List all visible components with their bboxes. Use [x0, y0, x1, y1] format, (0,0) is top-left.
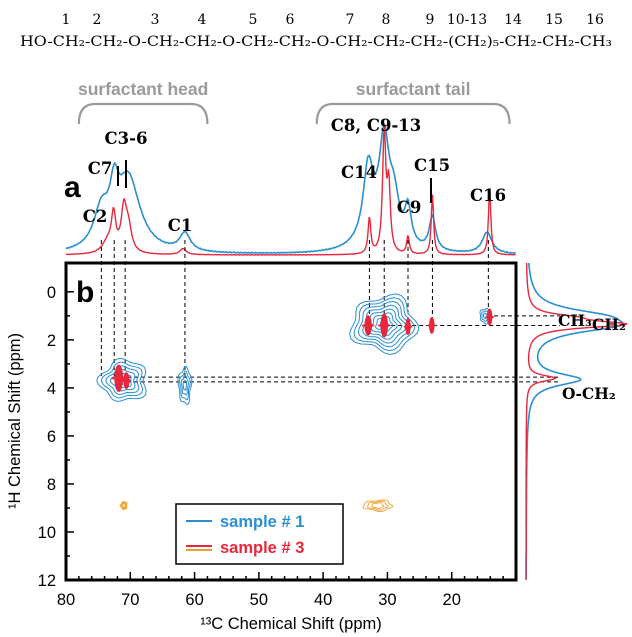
contour-sample3-wing	[403, 325, 413, 329]
region-label: surfactant tail	[356, 79, 471, 99]
formula-number: 16	[586, 12, 604, 28]
formula-number: 1	[62, 12, 71, 28]
formula-number: 7	[346, 12, 355, 28]
formula-text: HO-CH₂-CH₂-O-CH₂-CH₂-O-CH₂-CH₂-O-CH₂-CH₂…	[20, 34, 612, 50]
legend-label-sample1: sample # 1	[220, 513, 304, 531]
contour-orange	[362, 499, 394, 513]
region-bracket	[77, 102, 209, 125]
contour-sample1	[482, 312, 488, 320]
contour-sample1	[182, 380, 188, 391]
proton-labels: CH₃ CH₂ O‑CH₂	[558, 311, 626, 403]
contour-sample1	[370, 312, 398, 337]
y-tick-label: 4	[47, 380, 56, 398]
y-tick-label: 8	[47, 476, 56, 494]
proton-label: CH₂	[592, 315, 626, 334]
y-tick-label: 6	[47, 428, 56, 446]
x-tick-label: 50	[250, 591, 268, 609]
formula-number: 6	[286, 12, 295, 28]
contour-sample1	[105, 365, 140, 395]
contour-sample1	[100, 361, 144, 399]
peak-label: C7	[88, 159, 113, 178]
formula-number: 14	[504, 12, 522, 28]
formula-number: 15	[545, 12, 563, 28]
panel-label-b: b	[76, 276, 94, 309]
molecular-formula: HO-CH₂-CH₂-O-CH₂-CH₂-O-CH₂-CH₂-O-CH₂-CH₂…	[20, 12, 612, 50]
formula-number: 3	[151, 12, 160, 28]
projection-sample3	[525, 263, 628, 580]
contour-sample1	[353, 297, 416, 352]
contour-sample3-wing	[377, 323, 391, 327]
x-axis-label: ¹³C Chemical Shift (ppm)	[200, 615, 382, 633]
contour-sample3-wing	[361, 323, 375, 327]
contour-orange	[120, 501, 127, 510]
contour-sample1	[375, 316, 394, 333]
legend-box	[175, 503, 344, 565]
region-label: surfactant head	[78, 79, 208, 99]
contour-orange	[121, 502, 126, 509]
formula-number: 9	[426, 12, 435, 28]
x-tick-label: 70	[121, 591, 139, 609]
contour-sample1	[179, 370, 191, 401]
region-brackets: surfactant head surfactant tail	[77, 79, 511, 125]
carbon-13-spectrum	[65, 122, 517, 256]
contour-orange	[119, 501, 128, 511]
formula-number: 4	[198, 12, 207, 28]
correlation-contours	[96, 293, 495, 513]
x-axis: 80 70 60 50 40 30 20	[57, 572, 504, 609]
formula-number: 5	[249, 12, 258, 28]
region-bracket	[315, 102, 511, 125]
x-tick-label: 60	[185, 591, 203, 609]
y-tick-label: 12	[38, 572, 56, 590]
x-tick-label: 30	[378, 591, 396, 609]
contour-sample1	[180, 375, 189, 396]
contour-sample1	[481, 310, 490, 322]
contour-sample1	[357, 300, 411, 348]
peak-label: C16	[470, 186, 506, 205]
y-axis: 0 2 4 6 8 10 12	[38, 284, 74, 590]
peak-label: C15	[414, 156, 450, 175]
formula-number: 2	[93, 12, 102, 28]
contour-sample1	[349, 293, 420, 356]
y-tick-label: 0	[47, 284, 56, 302]
x-tick-label: 80	[57, 591, 75, 609]
y-axis-label: ¹H Chemical Shift (ppm)	[6, 333, 24, 509]
formula-number: 8	[382, 12, 391, 28]
contour-sample1	[177, 365, 193, 405]
peak-label: C8, C9-13	[331, 116, 422, 135]
panel-label-a: a	[64, 171, 81, 204]
peak-label: C3-6	[105, 129, 148, 148]
contour-sample3-wing	[485, 315, 495, 319]
contour-sample1	[109, 368, 136, 392]
peak-label: C2	[83, 207, 108, 226]
formula-number: 10-13	[447, 12, 487, 28]
contour-orange	[366, 500, 389, 511]
peak-label: C9	[397, 198, 422, 217]
spectrum-sample3	[65, 124, 516, 256]
x-tick-label: 20	[443, 591, 461, 609]
peak-labels: C2 C7 C3-6 C1 C14 C8, C9-13 C9 C15 C16	[83, 116, 506, 235]
proton-projection	[525, 263, 628, 580]
y-tick-label: 2	[47, 332, 56, 350]
proton-label: O‑CH₂	[562, 384, 616, 403]
peak-label: C14	[341, 163, 377, 182]
contour-sample3-wing	[427, 323, 437, 327]
plot-frame	[64, 261, 518, 582]
contour-orange	[371, 502, 385, 510]
peak-label: C1	[168, 216, 193, 235]
legend: sample # 1 sample # 3	[175, 503, 344, 565]
legend-label-sample3: sample # 3	[220, 539, 304, 557]
spectrum-sample1	[65, 122, 517, 255]
x-tick-label: 40	[314, 591, 332, 609]
contour-sample3-wing	[111, 376, 127, 380]
contour-sample1	[96, 357, 147, 402]
y-tick-label: 10	[38, 524, 56, 542]
proton-label: CH₃	[558, 311, 592, 330]
contour-sample3-wing	[121, 379, 132, 383]
